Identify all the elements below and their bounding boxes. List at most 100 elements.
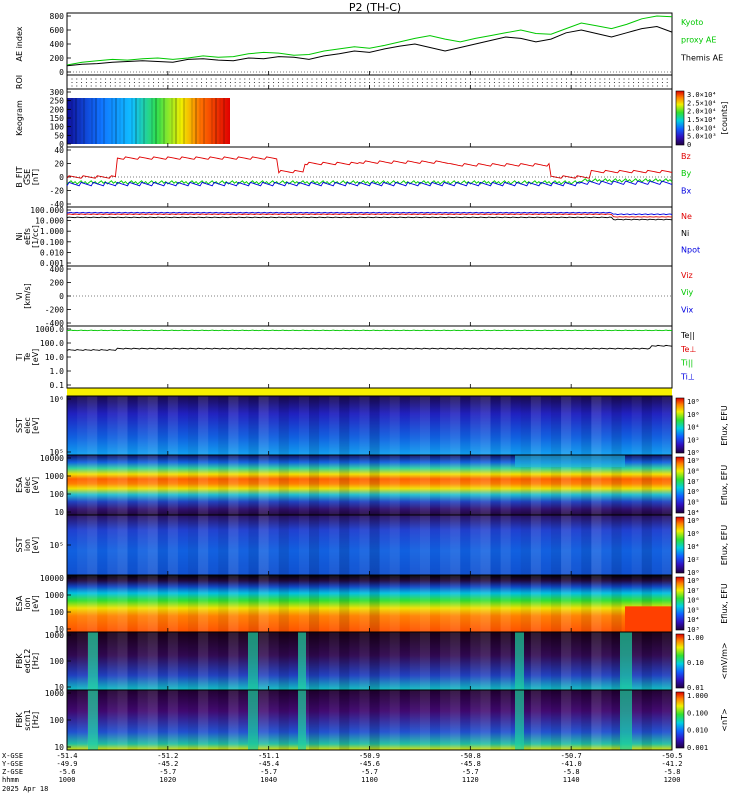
sst_e-stripe	[611, 396, 622, 455]
roi-dot	[522, 85, 524, 87]
sst_i-stripe	[601, 515, 611, 575]
roi-dot	[469, 78, 471, 80]
sst_e-ylabel: [eV]	[31, 417, 40, 434]
roi-dot	[90, 85, 92, 87]
xaxis-tick-y: -41.2	[661, 760, 682, 768]
esa_i-stripe	[208, 575, 218, 632]
roi-dot	[205, 82, 207, 83]
roi-dot	[484, 82, 486, 83]
esa_i-colorbar-label: 10⁷	[687, 587, 700, 595]
esa_i-stripe	[248, 575, 259, 632]
roi-dot	[594, 85, 596, 87]
fbk_e-stripe	[561, 632, 572, 690]
fbk_e-stripe	[369, 632, 380, 690]
esa_i-stripe	[601, 575, 611, 632]
esa_e-stripe	[561, 455, 572, 515]
fbk_e-burst	[88, 632, 98, 690]
roi-dot	[172, 85, 174, 87]
esa_e-stripe	[167, 455, 178, 515]
roi-dot	[191, 85, 193, 87]
sst_e-stripe	[530, 396, 541, 455]
esa_i-stripe	[369, 575, 380, 632]
roi-dot	[196, 85, 198, 87]
roi-dot	[90, 78, 92, 80]
roi-dot	[517, 82, 519, 83]
roi-dot	[580, 82, 582, 83]
panel-esa_e: 10000 1000 100 10 ESA elec [eV] 10⁹ 10⁸ 10⁷ 10⁶ 10⁵…	[15, 454, 729, 517]
esa_i-stripe	[460, 575, 470, 632]
sst_e-stripe	[289, 396, 299, 455]
fbk_e-ylabel: edc12	[23, 649, 32, 674]
fbk_e-stripe	[309, 632, 320, 690]
sst_e-colorbar-label: 10⁸	[687, 398, 700, 406]
roi-dot	[589, 85, 591, 87]
roi-dot	[498, 85, 500, 87]
roi-dot	[325, 78, 327, 80]
roi-dot	[277, 78, 279, 80]
bfit-legend-item: Bz	[681, 152, 691, 161]
fbk_b-burst	[298, 690, 306, 750]
roi-dot	[508, 85, 510, 87]
roi-dot	[157, 85, 159, 87]
ni-frame	[66, 206, 673, 267]
keogram-colorbar-label: 0	[687, 141, 691, 149]
roi-dot	[527, 85, 529, 87]
ae-ytick-label: 600	[50, 26, 65, 35]
sst_e-colorbar	[675, 397, 685, 454]
roi-dot	[633, 78, 635, 80]
roi-dot	[393, 82, 395, 83]
roi-dot	[205, 85, 207, 87]
ti-ylabel: [eV]	[31, 349, 40, 366]
sst_i-stripe	[117, 515, 128, 575]
sst_i-ylabel: ion	[23, 539, 32, 551]
fbk_e-stripe	[178, 632, 188, 690]
esa_e-stripe	[278, 455, 289, 515]
roi-dot	[412, 78, 414, 80]
roi-dot	[109, 82, 111, 83]
bfit-ylabel: GSE	[23, 169, 32, 185]
roi-dot	[71, 85, 73, 87]
esa_e-colorbar-unit: Eflux, EFU	[720, 465, 729, 506]
xaxis-row-label: hhmm	[2, 776, 19, 784]
roi-dot	[527, 78, 529, 80]
roi-dot	[244, 78, 246, 80]
esa_e-stripe	[581, 455, 592, 515]
xaxis-tick-z: -5.7	[260, 768, 277, 776]
roi-dot	[225, 82, 227, 83]
roi-dot	[551, 85, 553, 87]
sst_i-colorbar	[675, 516, 685, 574]
fbk_b-stripe	[158, 690, 168, 750]
fbk_e-stripe	[167, 632, 178, 690]
sst_i-stripe	[631, 515, 642, 575]
roi-dot	[561, 82, 563, 83]
ni-ytick-label: 10.000	[35, 217, 64, 226]
roi-dot	[71, 78, 73, 80]
xaxis-tick-x: -51.4	[56, 752, 77, 760]
roi-dot	[397, 85, 399, 87]
ae-legend-item: proxy AE	[681, 36, 716, 45]
roi-dot	[393, 85, 395, 87]
keogram-stripe	[95, 98, 97, 144]
roi-dot	[277, 85, 279, 87]
fbk_e-stripe	[631, 632, 642, 690]
esa_i-stripe	[419, 575, 430, 632]
roi-dot	[321, 78, 323, 80]
roi-dot	[316, 82, 318, 83]
ni-ytick-label: 1.000	[40, 227, 64, 236]
sst_e-stripe	[178, 396, 188, 455]
fbk_b-stripe	[188, 690, 199, 750]
roi-dot	[244, 82, 246, 83]
keogram-ytick-label: 300	[50, 88, 65, 97]
sst_i-ylabel: [eV]	[31, 537, 40, 554]
roi-dot	[225, 85, 227, 87]
esa_i-stripe	[339, 575, 350, 632]
bfit-ylabel: B_FIT	[15, 166, 24, 187]
roi-dot	[249, 78, 251, 80]
ae-frame	[66, 12, 673, 76]
fbk_b-stripe	[652, 690, 662, 750]
sst_i-ylabel: SST	[15, 537, 24, 552]
sst_i-stripe	[298, 515, 309, 575]
keogram-stripe	[127, 98, 129, 144]
roi-dot	[628, 85, 630, 87]
